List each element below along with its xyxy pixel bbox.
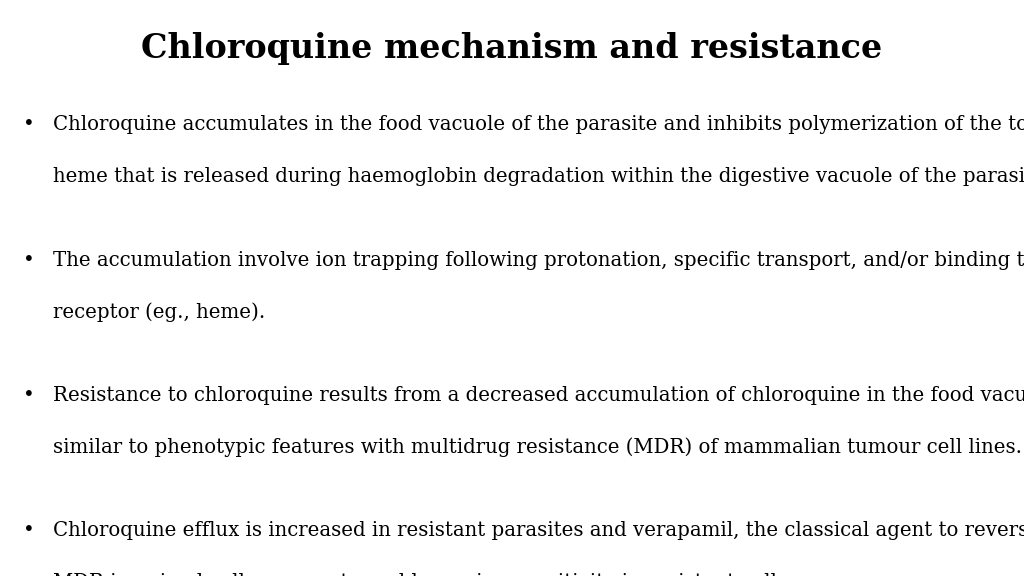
Text: Resistance to chloroquine results from a decreased accumulation of chloroquine i: Resistance to chloroquine results from a… <box>53 386 1024 405</box>
Text: •: • <box>23 115 34 134</box>
Text: Chloroquine accumulates in the food vacuole of the parasite and inhibits polymer: Chloroquine accumulates in the food vacu… <box>53 115 1024 134</box>
Text: MDR in animal cells, can restore chloroquine sensitivity in resistant cells.: MDR in animal cells, can restore chloroq… <box>53 573 794 576</box>
Text: •: • <box>23 521 34 540</box>
Text: •: • <box>23 386 34 405</box>
Text: Chloroquine efflux is increased in resistant parasites and verapamil, the classi: Chloroquine efflux is increased in resis… <box>53 521 1024 540</box>
Text: receptor (eg., heme).: receptor (eg., heme). <box>53 302 265 322</box>
Text: Chloroquine mechanism and resistance: Chloroquine mechanism and resistance <box>141 32 883 65</box>
Text: •: • <box>23 251 34 270</box>
Text: The accumulation involve ion trapping following protonation, specific transport,: The accumulation involve ion trapping fo… <box>53 251 1024 270</box>
Text: similar to phenotypic features with multidrug resistance (MDR) of mammalian tumo: similar to phenotypic features with mult… <box>53 438 1022 457</box>
Text: heme that is released during haemoglobin degradation within the digestive vacuol: heme that is released during haemoglobin… <box>53 167 1024 186</box>
